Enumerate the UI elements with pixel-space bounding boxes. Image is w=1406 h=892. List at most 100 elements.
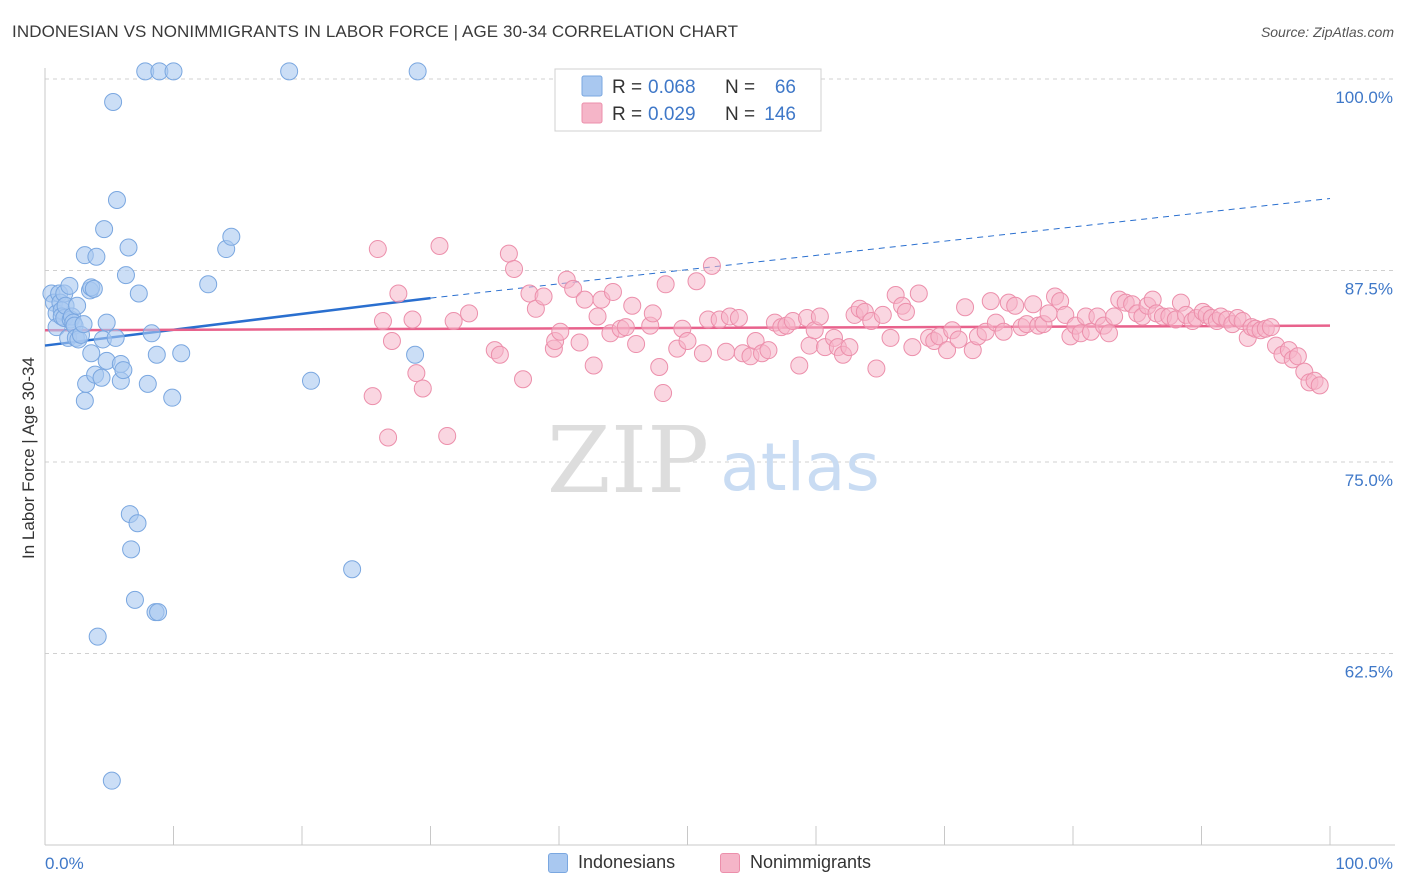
point-nonimmigrants (438, 426, 457, 445)
point-indonesians (119, 238, 138, 257)
point-nonimmigrants (896, 302, 915, 321)
point-nonimmigrants (1261, 318, 1280, 337)
point-nonimmigrants (570, 333, 589, 352)
series-indonesians (42, 62, 427, 790)
point-nonimmigrants (729, 308, 748, 327)
y-tick-label: 87.5% (1345, 280, 1393, 299)
legend-swatch-indonesians (548, 852, 568, 873)
point-nonimmigrants (627, 335, 646, 354)
legend-r-value: 0.029 (648, 104, 696, 125)
point-indonesians (164, 62, 183, 81)
legend-item-nonimmigrants[interactable]: Nonimmigrants (720, 852, 871, 873)
point-indonesians (74, 315, 93, 334)
series-legend: Indonesians Nonimmigrants (0, 852, 1406, 878)
point-indonesians (82, 344, 101, 363)
point-nonimmigrants (903, 338, 922, 357)
axes (44, 68, 1395, 846)
x-tick-label: 0.0% (45, 854, 84, 873)
point-nonimmigrants (949, 330, 968, 349)
point-nonimmigrants (678, 331, 697, 350)
legend-n-label: N = (725, 104, 755, 125)
y-tick-label: 62.5% (1345, 663, 1393, 682)
y-tick-label: 100.0% (1335, 88, 1393, 107)
point-nonimmigrants (1006, 296, 1025, 315)
y-tick-label: 75.0% (1345, 471, 1393, 490)
point-indonesians (172, 344, 191, 363)
point-nonimmigrants (956, 298, 975, 317)
point-nonimmigrants (368, 240, 387, 259)
point-indonesians (88, 627, 107, 646)
point-nonimmigrants (1288, 347, 1307, 366)
point-indonesians (87, 247, 106, 266)
point-nonimmigrants (717, 342, 736, 361)
legend-r-value: 0.068 (648, 77, 696, 98)
point-nonimmigrants (490, 345, 509, 364)
point-indonesians (142, 324, 161, 343)
point-nonimmigrants (702, 256, 721, 275)
point-nonimmigrants (687, 272, 706, 291)
point-nonimmigrants (1105, 307, 1124, 326)
point-nonimmigrants (505, 259, 524, 278)
point-nonimmigrants (584, 356, 603, 375)
point-nonimmigrants (379, 428, 398, 447)
point-nonimmigrants (499, 244, 518, 263)
point-nonimmigrants (460, 304, 479, 323)
point-nonimmigrants (1024, 295, 1043, 314)
point-nonimmigrants (643, 304, 662, 323)
y-axis-label: In Labor Force | Age 30-34 (19, 357, 38, 559)
point-indonesians (147, 345, 166, 364)
point-indonesians (95, 220, 114, 239)
point-nonimmigrants (881, 328, 900, 347)
point-indonesians (104, 92, 123, 111)
grid-lines (45, 78, 1395, 654)
point-indonesians (128, 514, 147, 533)
point-nonimmigrants (575, 290, 594, 309)
legend-label-nonimmigrants: Nonimmigrants (750, 852, 872, 872)
point-indonesians (301, 371, 320, 390)
legend-swatch-pink (581, 102, 603, 124)
point-nonimmigrants (656, 275, 675, 294)
point-indonesians (280, 62, 299, 81)
x-tick-label: 100.0% (1335, 854, 1393, 873)
legend-r-label: R = (612, 104, 642, 125)
point-nonimmigrants (1099, 324, 1118, 343)
point-indonesians (92, 368, 111, 387)
legend-n-value: 66 (775, 77, 796, 98)
point-nonimmigrants (840, 338, 859, 357)
point-indonesians (125, 590, 144, 609)
point-nonimmigrants (514, 370, 533, 389)
point-nonimmigrants (693, 344, 712, 363)
point-nonimmigrants (363, 387, 382, 406)
series-nonimmigrants (363, 236, 1329, 447)
point-nonimmigrants (407, 364, 426, 383)
chart-title: INDONESIAN VS NONIMMIGRANTS IN LABOR FOR… (12, 22, 739, 41)
point-nonimmigrants (873, 305, 892, 324)
point-nonimmigrants (800, 336, 819, 355)
legend-n-value: 146 (764, 104, 796, 125)
legend-item-indonesians[interactable]: Indonesians (548, 852, 675, 873)
point-nonimmigrants (938, 341, 957, 360)
point-nonimmigrants (616, 318, 635, 337)
trend-line-indonesians-extension (430, 197, 1331, 299)
point-indonesians (408, 62, 427, 81)
point-indonesians (102, 771, 121, 790)
point-nonimmigrants (534, 287, 553, 306)
point-nonimmigrants (430, 236, 449, 255)
point-indonesians (116, 266, 135, 285)
point-nonimmigrants (373, 312, 392, 331)
watermark-atlas: atlas (720, 429, 880, 506)
point-nonimmigrants (603, 282, 622, 301)
legend-n-label: N = (725, 77, 755, 98)
point-indonesians (138, 374, 157, 393)
point-indonesians (406, 345, 425, 364)
watermark: ZIP atlas (547, 407, 880, 514)
point-nonimmigrants (389, 284, 408, 303)
source-credit: Source: ZipAtlas.com (1260, 24, 1394, 40)
point-indonesians (199, 275, 218, 294)
point-indonesians (114, 361, 133, 380)
point-indonesians (107, 191, 126, 210)
legend-stats: R = 0.068 N = 66 R = 0.029 N = 146 (554, 68, 822, 132)
point-nonimmigrants (623, 296, 642, 315)
legend-r-label: R = (612, 77, 642, 98)
